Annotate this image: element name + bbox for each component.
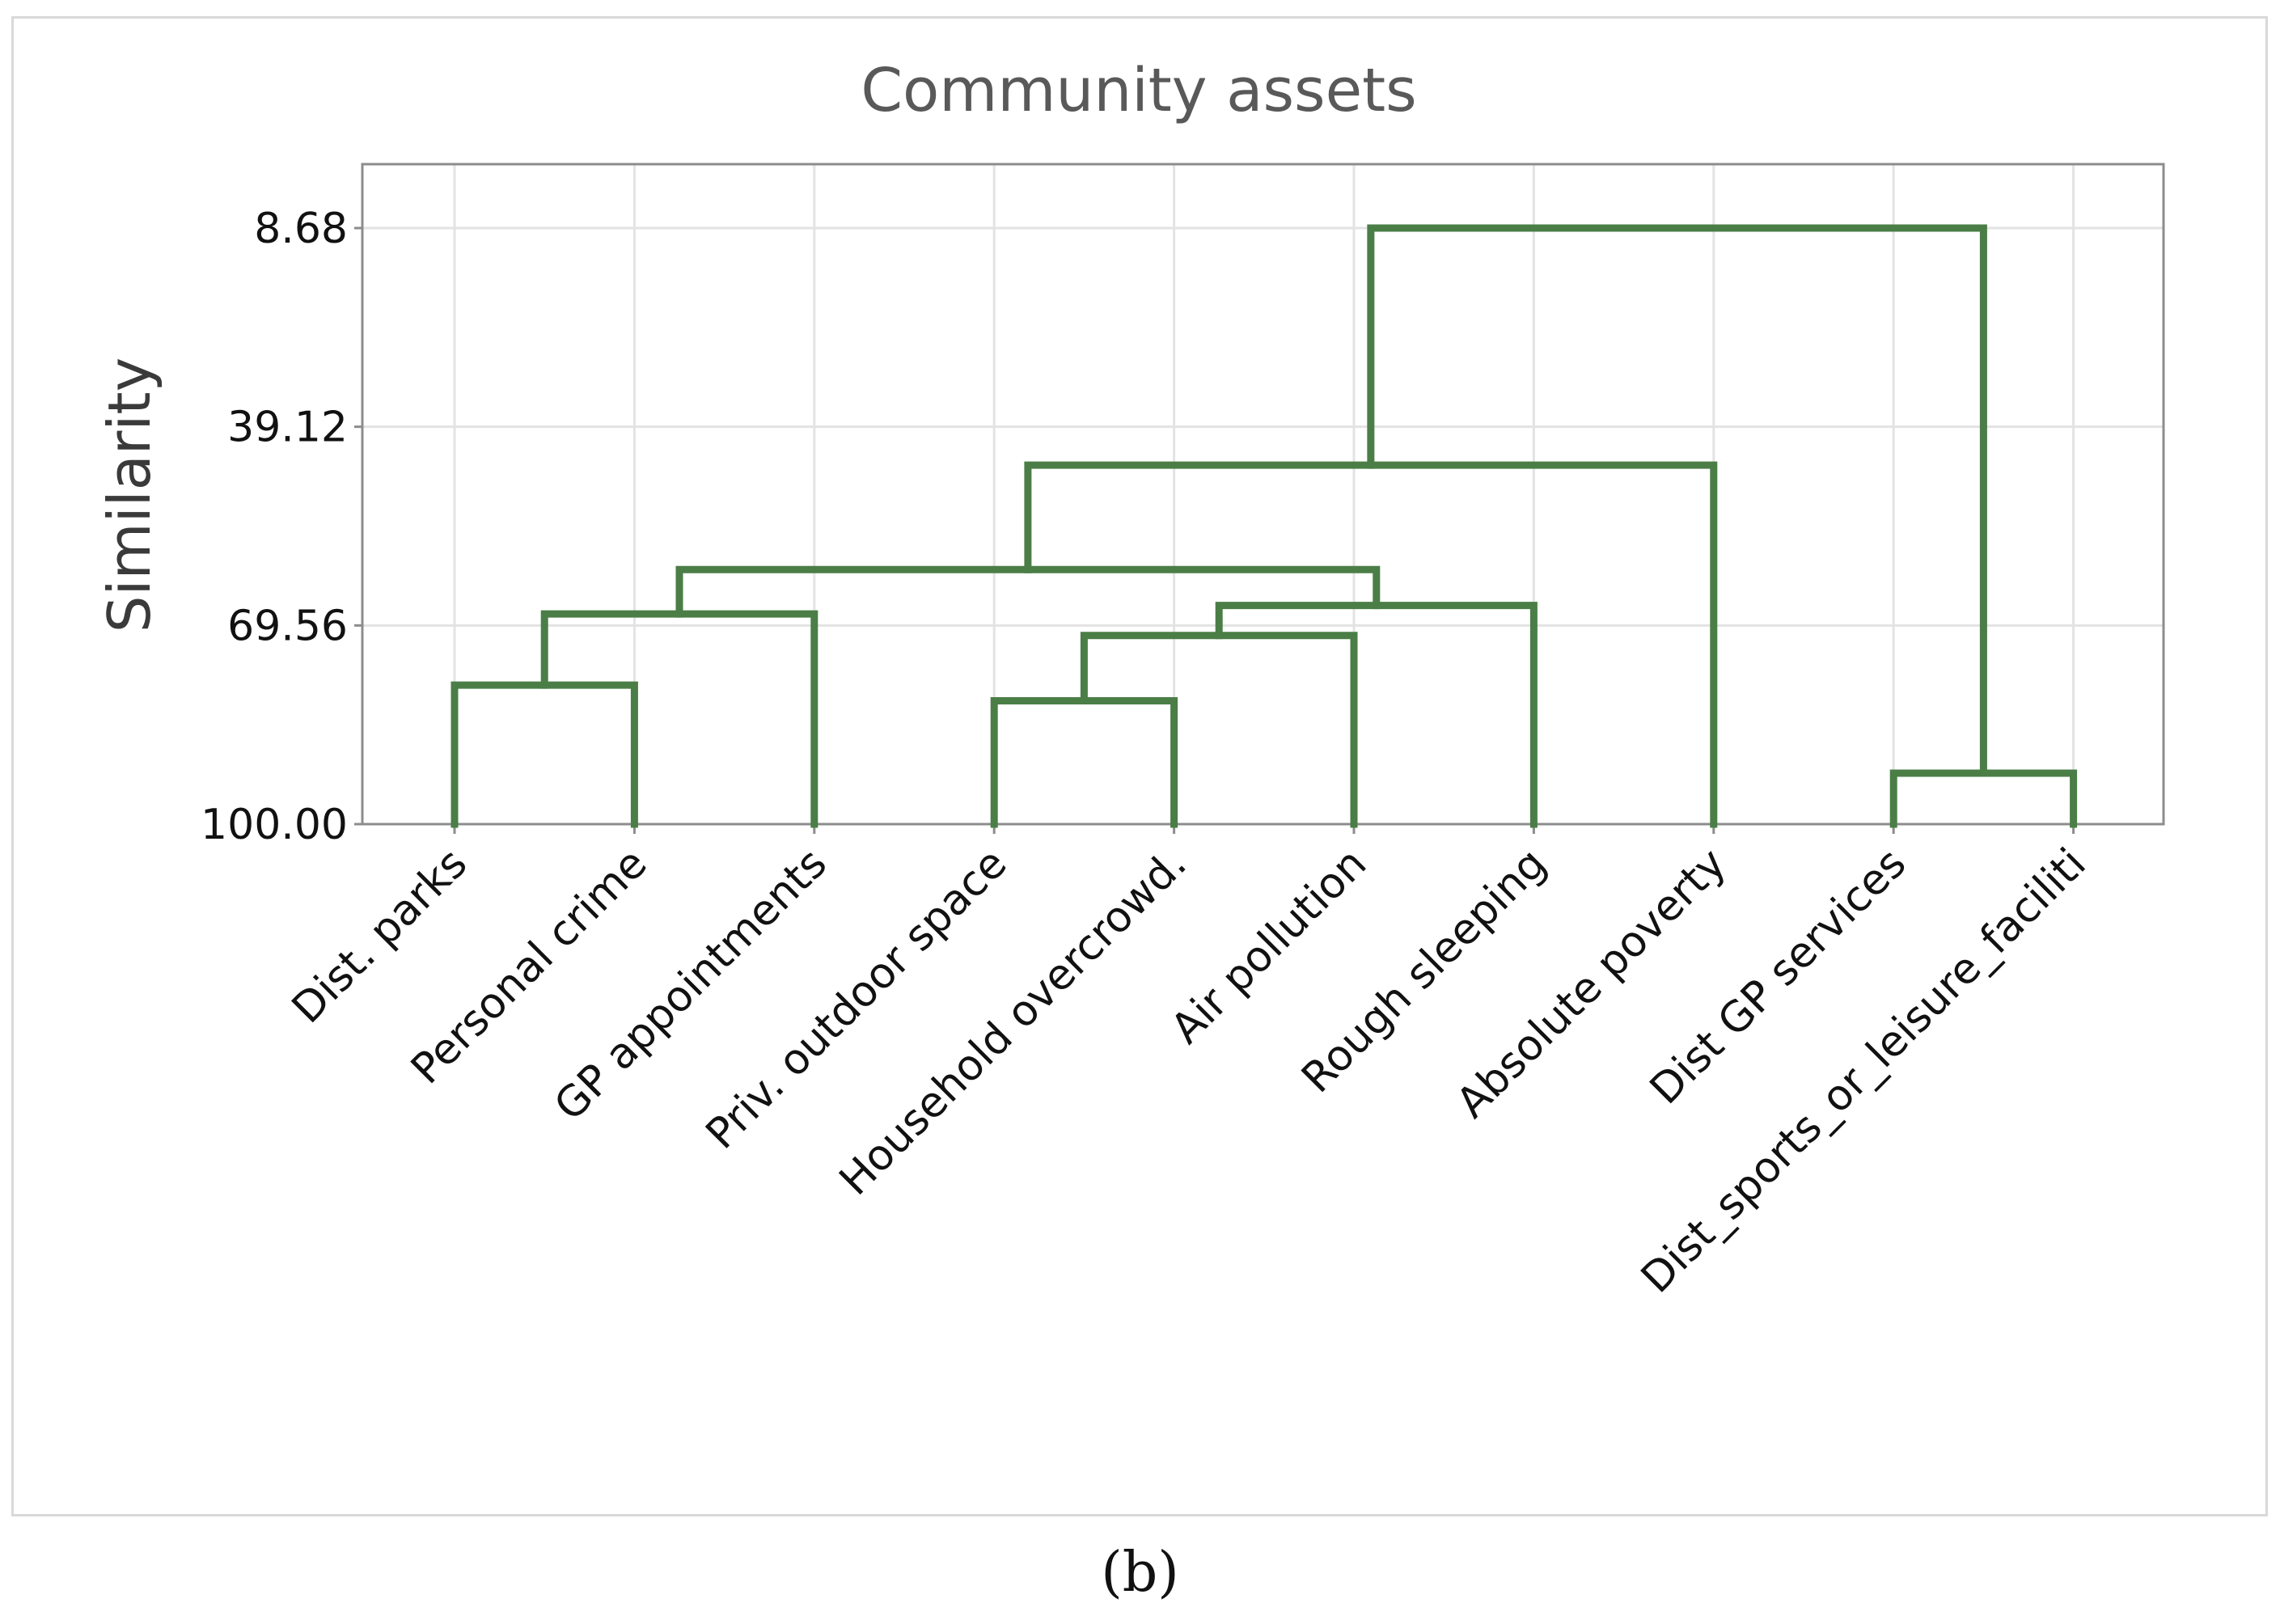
- merge-link-c8: [1889, 769, 2078, 828]
- merge-link-c9: [1367, 224, 1987, 777]
- dendrogram-links: [451, 224, 2078, 828]
- figure-frame: [11, 16, 2268, 1516]
- merge-link-c1: [451, 681, 638, 828]
- plot-area-frame: [361, 163, 2165, 826]
- merge-link-c4: [540, 610, 819, 828]
- y-axis-label: Similarity: [95, 357, 163, 632]
- y-axis-ticks: 8.68 39.12 69.56 100.00: [201, 205, 362, 849]
- y-tick-label-2: 69.56: [227, 602, 348, 650]
- chart-title: Community assets: [861, 56, 1416, 125]
- leaf-label-0: Dist. parks: [283, 839, 476, 1033]
- merge-link-c7: [1024, 461, 1718, 828]
- leaf-label-3: Priv. outdoor space: [697, 839, 1017, 1159]
- dendrogram-chart: Community assets Similarity 8.68 39.12 69.…: [95, 56, 2165, 1303]
- y-tick-label-1: 39.12: [227, 404, 348, 452]
- y-tick-label-3: 100.00: [201, 801, 348, 849]
- merge-link-c2: [990, 696, 1178, 828]
- merge-link-c3: [1080, 632, 1358, 828]
- y-tick-label-0: 8.68: [254, 205, 348, 253]
- leaf-label-4: Household overcrowd.: [831, 839, 1196, 1205]
- figure-caption: (b): [1101, 1541, 1179, 1605]
